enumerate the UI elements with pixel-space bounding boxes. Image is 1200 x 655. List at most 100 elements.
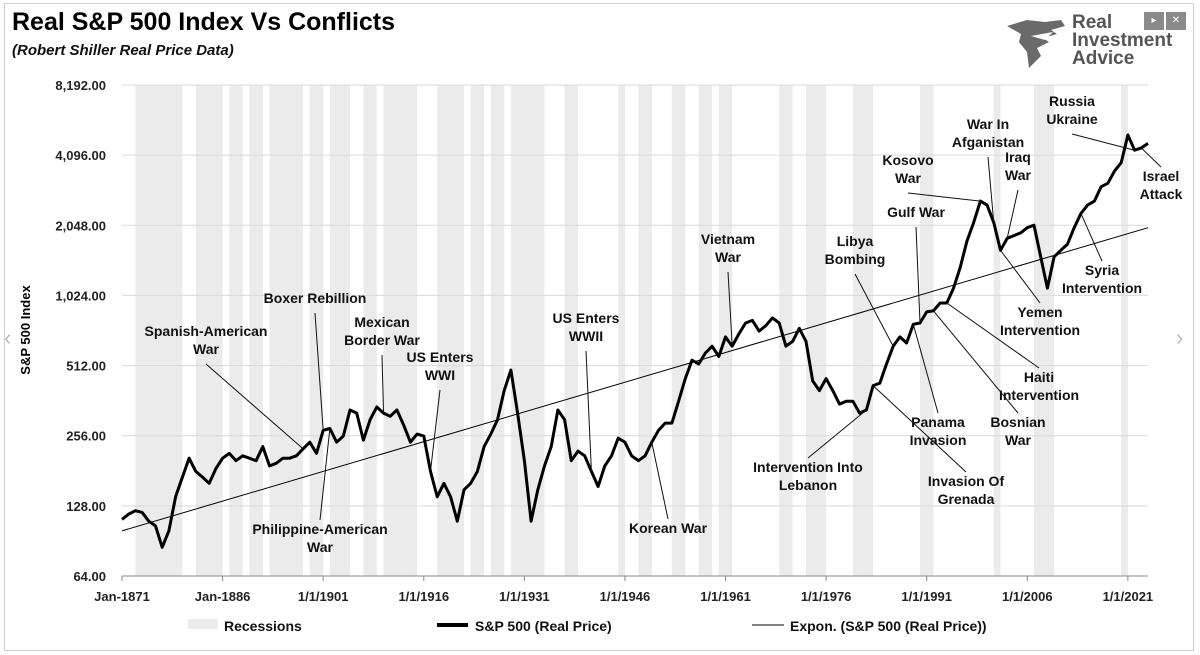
recession-band — [329, 85, 350, 576]
x-tick-label: 1/1/1946 — [600, 589, 651, 604]
close-icon[interactable]: ✕ — [1166, 12, 1186, 30]
recession-band — [1034, 85, 1055, 576]
recession-band — [135, 85, 183, 576]
y-tick-label: 2,048.00 — [55, 218, 106, 233]
annotation-leader — [1006, 189, 1019, 239]
recession-band — [229, 85, 243, 576]
play-icon[interactable]: ▸ — [1144, 12, 1164, 30]
recession-band — [282, 85, 304, 576]
chart-frame — [4, 3, 1194, 651]
x-tick-label: 1/1/1961 — [700, 589, 751, 604]
recession-band — [920, 85, 934, 576]
recession-band — [403, 85, 418, 576]
annotation-leader — [1140, 147, 1162, 168]
annotation-leader — [915, 226, 921, 323]
recession-band — [450, 85, 464, 576]
annotation-label: War In — [967, 116, 1009, 132]
recession-band — [852, 85, 860, 576]
annotation-label: Bosnian — [990, 414, 1045, 430]
annotation-leader — [933, 310, 1019, 414]
annotation: Boxer Rebillion — [264, 290, 367, 431]
y-axis-ticks: 64.00 128.00 256.00 512.00 1,024.00 2,048.00 4… — [55, 78, 106, 584]
annotation-label: Attack — [1140, 186, 1183, 202]
recession-band — [859, 85, 874, 576]
recession-band — [671, 85, 686, 576]
annotation-leader — [727, 271, 733, 347]
annotation: Mexican Border War — [344, 314, 420, 414]
annotation-leader — [585, 350, 592, 472]
annotation: Israel Attack — [1140, 147, 1183, 202]
annotation-label: Bombing — [825, 251, 886, 267]
x-tick-label: 1/1/1901 — [298, 589, 349, 604]
annotation-leader — [381, 354, 385, 414]
legend: Recessions S&P 500 (Real Price) Expon. (S&… — [188, 618, 987, 634]
recession-band — [718, 85, 733, 576]
annotation-leader — [872, 385, 967, 473]
x-axis-ticks: Jan-1871 Jan-1886 1/1/1901 1/1/1916 1/1/1931… — [94, 576, 1153, 604]
logo-line-1: Real — [1072, 12, 1113, 33]
annotation-label: Yemen — [1017, 304, 1062, 320]
y-tick-label: 1,024.00 — [55, 288, 106, 303]
chart-subtitle: (Robert Shiller Real Price Data) — [12, 42, 234, 59]
annotation-label: Gulf War — [887, 204, 945, 220]
annotation: Russia Ukraine — [1046, 93, 1135, 151]
annotation: Intervention Into Lebanon — [753, 409, 867, 493]
annotation-label: Ukraine — [1046, 111, 1098, 127]
annotation-label: US Enters — [553, 310, 620, 326]
recession-band — [993, 85, 1001, 576]
recession-band — [363, 85, 377, 576]
trend-line — [121, 227, 1149, 532]
annotation: Gulf War — [887, 204, 945, 323]
chevron-left-icon[interactable]: ‹ — [4, 325, 12, 350]
annotation-label: Libya — [837, 233, 874, 249]
annotation-label: Mexican — [354, 314, 409, 330]
annotation-label: WWII — [569, 328, 603, 344]
annotation-leader — [807, 409, 867, 459]
annotation-label: Intervention — [1062, 280, 1142, 296]
eagle-icon — [1007, 20, 1065, 68]
y-tick-label: 256.00 — [66, 429, 106, 444]
annotation-leader — [912, 324, 939, 414]
annotation-label: Haiti — [1024, 369, 1054, 385]
x-tick-label: 1/1/1916 — [398, 589, 449, 604]
annotation: Bosnian War — [933, 310, 1046, 448]
annotation-label: War — [715, 249, 741, 265]
annotation-label: Philippine-American — [252, 521, 387, 537]
chart-title: Real S&P 500 Index Vs Conflicts — [12, 8, 396, 36]
recession-band — [564, 85, 578, 576]
recession-band — [437, 85, 451, 576]
annotation: War In Afganistan — [952, 116, 1024, 223]
annotation-label: Boxer Rebillion — [264, 290, 367, 306]
annotation-label: Israel — [1143, 168, 1180, 184]
recession-band — [638, 85, 652, 576]
annotation-label: Invasion Of — [928, 473, 1005, 489]
annotation-label: Invasion — [910, 432, 967, 448]
annotation-leader — [1000, 249, 1041, 304]
annotation-leader — [1071, 133, 1135, 151]
annotation-leader — [907, 192, 981, 202]
y-tick-label: 64.00 — [73, 569, 106, 584]
recession-band — [470, 85, 485, 576]
annotation-label: War — [895, 170, 921, 186]
chevron-right-icon[interactable]: › — [1176, 325, 1184, 350]
annotation-label: Intervention Into — [753, 459, 863, 475]
logo-text: Real Investment Advice — [1072, 12, 1173, 68]
x-tick-label: 1/1/1931 — [499, 589, 550, 604]
logo-line-2: Investment — [1072, 30, 1173, 51]
annotation: Invasion Of Grenada — [872, 385, 1005, 507]
annotation-label: Russia — [1049, 93, 1095, 109]
annotation-label: Vietnam — [701, 231, 755, 247]
annotation-label: US Enters — [407, 349, 474, 365]
annotation-label: Syria — [1085, 262, 1119, 278]
y-tick-label: 4,096.00 — [55, 148, 106, 163]
legend-swatch-recessions — [188, 619, 218, 629]
annotation: Philippine-American War — [252, 428, 388, 555]
annotation-leader — [429, 389, 441, 472]
annotation-label: Border War — [344, 332, 420, 348]
annotation: Haiti Intervention — [946, 302, 1079, 403]
annotation: US Enters WWII — [553, 310, 620, 472]
annotation-label: Kosovo — [882, 152, 933, 168]
annotation-label: Intervention — [999, 387, 1079, 403]
recession-band — [618, 85, 625, 576]
